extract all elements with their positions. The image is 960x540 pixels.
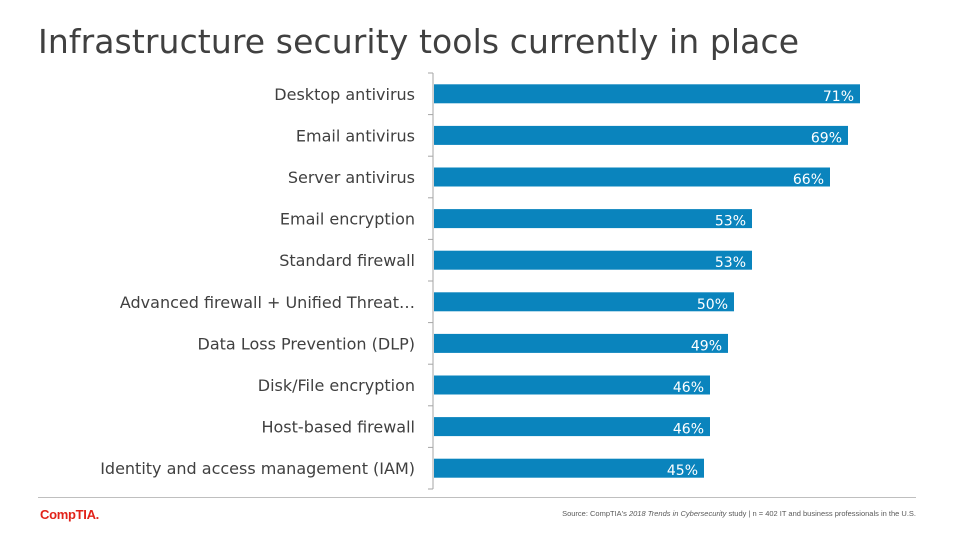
bar [434, 417, 710, 437]
source-study-title: 2018 Trends in Cybersecurity [628, 509, 727, 518]
source-note: Source: CompTIA's 2018 Trends in Cyberse… [562, 509, 916, 518]
category-label: Advanced firewall + Unified Threat… [120, 293, 415, 312]
category-label: Server antivirus [288, 168, 415, 187]
bar [434, 458, 704, 478]
value-label: 50% [697, 297, 728, 313]
bar [434, 333, 728, 353]
value-label: 46% [673, 380, 704, 396]
category-label: Data Loss Prevention (DLP) [198, 334, 415, 353]
comptia-logo: CompTIA. [40, 507, 99, 522]
value-label: 71% [823, 89, 854, 105]
value-label: 53% [715, 214, 746, 230]
category-label: Email antivirus [296, 126, 415, 145]
source-prefix: Source: CompTIA's [562, 509, 629, 518]
value-label: 53% [715, 255, 746, 271]
footer-divider [38, 497, 916, 498]
bar-chart: Desktop antivirus 71% Email antivirus 69% Se… [100, 72, 860, 490]
value-label: 69% [811, 130, 842, 146]
value-label: 49% [691, 338, 722, 354]
category-label: Host-based firewall [261, 418, 415, 437]
bar [434, 375, 710, 395]
source-suffix: study | n = 402 IT and business professi… [726, 509, 916, 518]
chart-title: Infrastructure security tools currently … [38, 22, 800, 61]
value-label: 66% [793, 172, 824, 188]
category-label: Identity and access management (IAM) [100, 459, 415, 478]
bar [434, 167, 830, 187]
bar [434, 250, 752, 270]
bar [434, 292, 734, 312]
category-label: Standard firewall [279, 251, 415, 270]
bar [434, 125, 848, 145]
category-label: Desktop antivirus [274, 85, 415, 104]
category-label: Email encryption [280, 210, 415, 229]
value-label: 46% [673, 422, 704, 438]
bar [434, 209, 752, 229]
bar [434, 84, 860, 104]
category-label: Disk/File encryption [258, 376, 415, 395]
value-label: 45% [667, 463, 698, 479]
